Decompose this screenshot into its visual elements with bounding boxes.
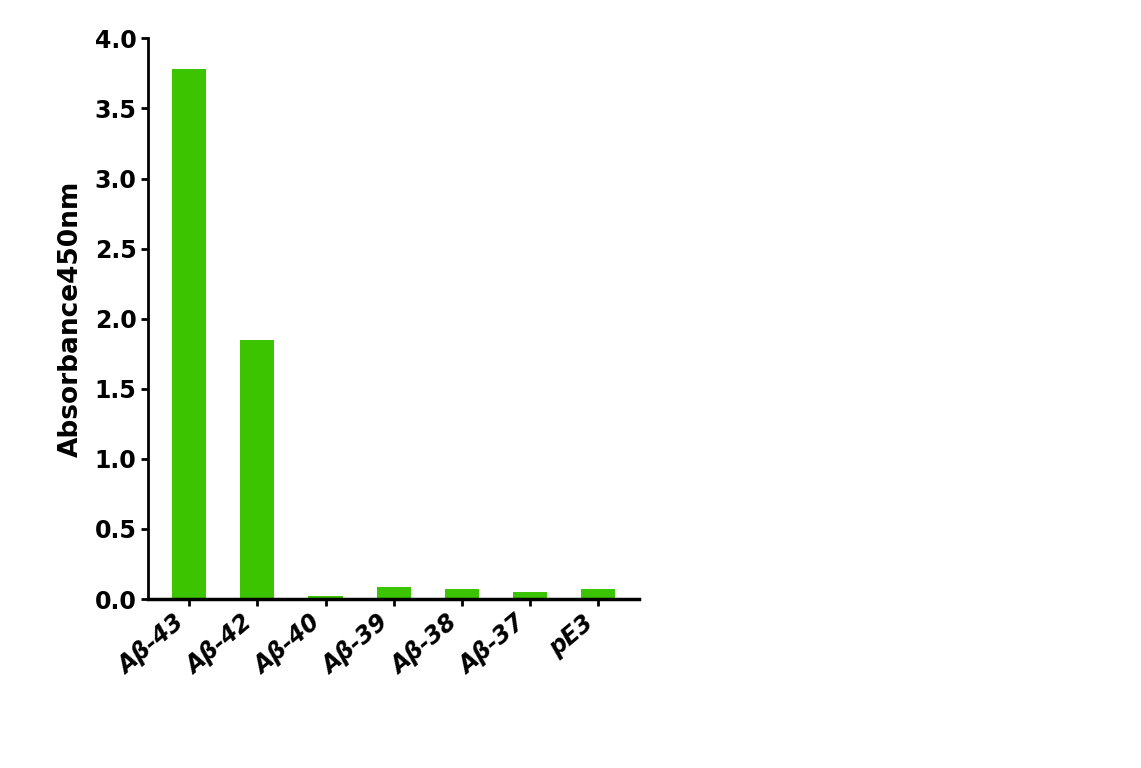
Bar <box>172 69 207 599</box>
Bar <box>377 587 411 599</box>
Y-axis label: Absorbance450nm: Absorbance450nm <box>57 180 83 457</box>
Bar <box>445 588 479 599</box>
Bar <box>513 592 547 599</box>
Bar <box>581 588 615 599</box>
Bar <box>241 339 274 599</box>
Bar <box>308 595 342 599</box>
